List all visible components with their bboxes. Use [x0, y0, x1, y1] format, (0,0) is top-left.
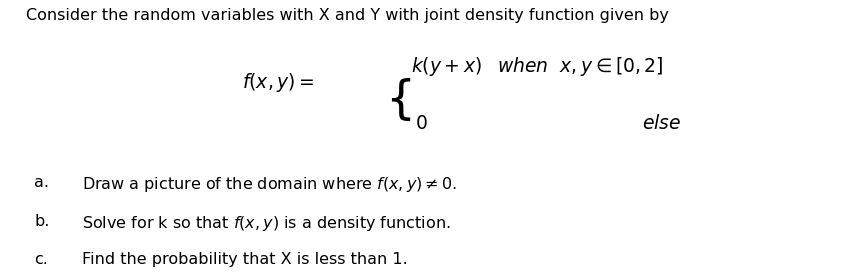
Text: $k(y+x)$: $k(y+x)$: [411, 55, 481, 78]
Text: b.: b.: [34, 214, 50, 228]
Text: c.: c.: [34, 252, 48, 267]
Text: $\{$: $\{$: [385, 76, 411, 123]
Text: $f(x,y) = $: $f(x,y) = $: [242, 72, 314, 94]
Text: Solve for k so that $f(x, y)$ is a density function.: Solve for k so that $f(x, y)$ is a densi…: [82, 214, 450, 233]
Text: Find the probability that X is less than 1.: Find the probability that X is less than…: [82, 252, 407, 267]
Text: $\mathit{else}$: $\mathit{else}$: [641, 114, 680, 133]
Text: $0$: $0$: [415, 114, 428, 133]
Text: Draw a picture of the domain where $f(x, y) \neq 0$.: Draw a picture of the domain where $f(x,…: [82, 175, 456, 194]
Text: Consider the random variables with X and Y with joint density function given by: Consider the random variables with X and…: [26, 8, 668, 23]
Text: a.: a.: [34, 175, 49, 190]
Text: $\mathit{when}$  $x, y \in [0,2]$: $\mathit{when}$ $x, y \in [0,2]$: [497, 55, 663, 78]
